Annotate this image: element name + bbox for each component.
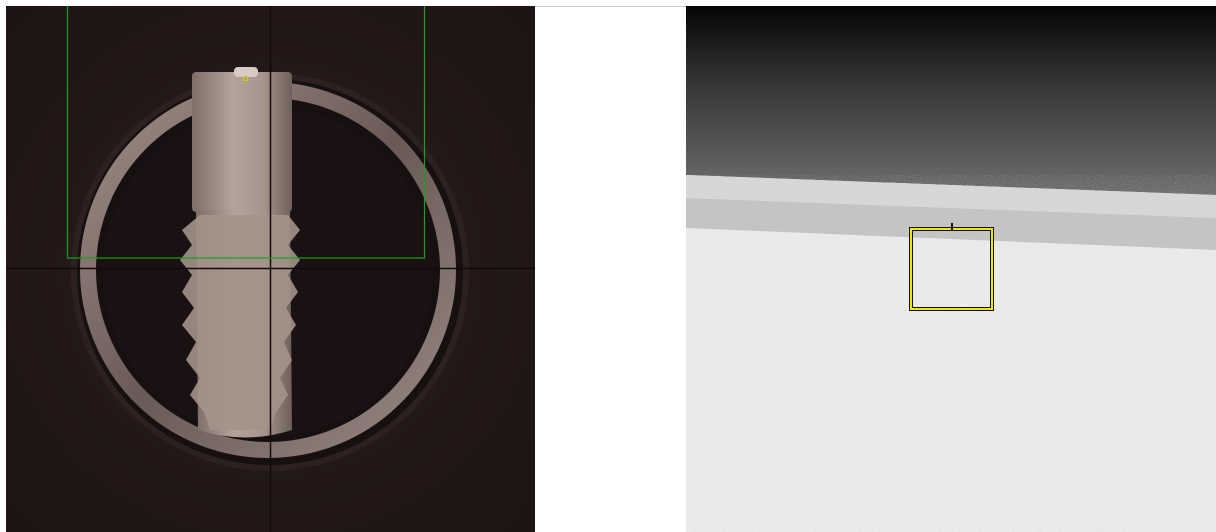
implant — [180, 67, 300, 438]
left-view — [6, 6, 535, 532]
marker — [243, 76, 248, 81]
dark-region — [686, 6, 1216, 195]
selection-box — [66, 6, 426, 259]
texture — [686, 175, 1216, 532]
right-view — [686, 6, 1216, 532]
